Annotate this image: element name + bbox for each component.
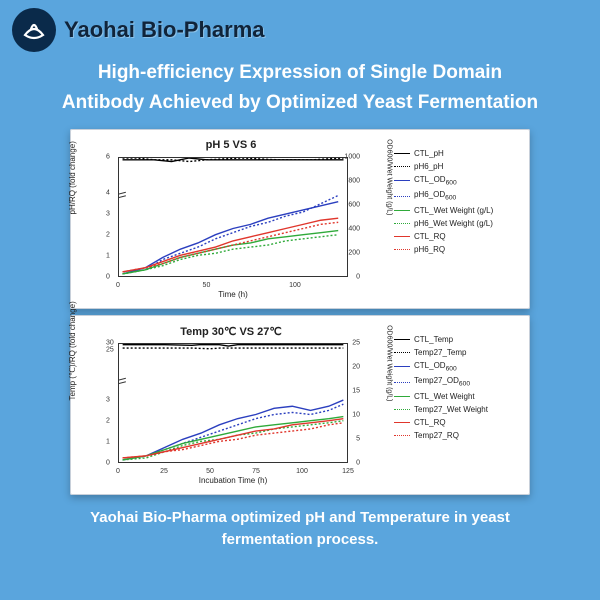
plot-bottom-title: Temp 30℃ VS 27℃ — [74, 325, 388, 338]
yltick: 2 — [106, 417, 110, 424]
legend-item: Temp27_Temp — [394, 348, 524, 357]
yrtick: 0 — [356, 459, 360, 466]
yrtick: 1000 — [344, 153, 360, 160]
legend-item: CTL_OD600 — [394, 361, 524, 373]
yltick: 1 — [106, 438, 110, 445]
company-name: Yaohai Bio-Pharma — [64, 17, 265, 43]
yltick: 30 — [106, 339, 114, 346]
legend-item: CTL_RQ — [394, 232, 524, 241]
yltick: 6 — [106, 153, 110, 160]
legend-item: CTL_Wet Weight (g/L) — [394, 206, 524, 215]
plot-bottom-svg — [119, 344, 347, 462]
legend-label: pH6_Wet Weight (g/L) — [414, 219, 493, 228]
plot-top: pH 5 VS 6 pH/RQ (fold change) OD600/Wet … — [74, 135, 388, 303]
yrtick: 800 — [348, 177, 360, 184]
chart-panel-bottom: Temp 30℃ VS 27℃ Temp (℃)/RQ (fold change… — [70, 315, 530, 495]
plot-top-title: pH 5 VS 6 — [74, 139, 388, 151]
yrtick: 15 — [352, 387, 360, 394]
yltick: 3 — [106, 396, 110, 403]
plot-top-svg — [119, 158, 347, 276]
yltick: 0 — [106, 273, 110, 280]
legend-item: CTL_RQ — [394, 418, 524, 427]
legend-label: Temp27_OD600 — [414, 376, 470, 388]
yrtick: 10 — [352, 411, 360, 418]
legend-item: CTL_OD600 — [394, 175, 524, 187]
legend-label: CTL_OD600 — [414, 175, 457, 187]
xtick: 125 — [342, 468, 354, 475]
yltick: 4 — [106, 189, 110, 196]
xtick: 25 — [160, 468, 168, 475]
xtick: 75 — [252, 468, 260, 475]
xtick: 0 — [116, 282, 120, 289]
xtick: 100 — [289, 282, 301, 289]
yltick: 3 — [106, 210, 110, 217]
yltick: 1 — [106, 252, 110, 259]
plot-top-xlabel: Time (h) — [118, 290, 348, 299]
legend-item: CTL_Wet Weight — [394, 392, 524, 401]
caption-line2: fermentation process. — [30, 529, 570, 552]
yltick: 0 — [106, 459, 110, 466]
legend-item: CTL_pH — [394, 149, 524, 158]
legend-item: pH6_Wet Weight (g/L) — [394, 219, 524, 228]
legend-label: CTL_Wet Weight (g/L) — [414, 206, 493, 215]
legend-top: CTL_pH pH6_pH CTL_OD600 pH6_OD600 CTL_Wet We… — [394, 129, 530, 309]
yrtick: 600 — [348, 201, 360, 208]
legend-label: CTL_RQ — [414, 418, 446, 427]
yrtick: 5 — [356, 435, 360, 442]
yrtick: 400 — [348, 225, 360, 232]
chart-stack: pH 5 VS 6 pH/RQ (fold change) OD600/Wet … — [0, 129, 600, 495]
yrtick: 200 — [348, 249, 360, 256]
legend-item: pH6_pH — [394, 162, 524, 171]
caption-line1: Yaohai Bio-Pharma optimized pH and Tempe… — [30, 507, 570, 530]
legend-label: Temp27_Temp — [414, 348, 466, 357]
plot-top-area — [118, 157, 348, 277]
legend-item: pH6_OD600 — [394, 190, 524, 202]
xtick: 50 — [206, 468, 214, 475]
plot-bottom-area — [118, 343, 348, 463]
chart-panel-top: pH 5 VS 6 pH/RQ (fold change) OD600/Wet … — [70, 129, 530, 309]
legend-label: CTL_Temp — [414, 335, 453, 344]
legend-item: pH6_RQ — [394, 245, 524, 254]
legend-label: Temp27_RQ — [414, 431, 459, 440]
legend-label: CTL_Wet Weight — [414, 392, 475, 401]
legend-label: Temp27_Wet Weight — [414, 405, 488, 414]
legend-label: pH6_pH — [414, 162, 443, 171]
legend-item: CTL_Temp — [394, 335, 524, 344]
legend-item: Temp27_OD600 — [394, 376, 524, 388]
yltick: 25 — [106, 346, 114, 353]
headline-line1: High-efficiency Expression of Single Dom… — [14, 58, 586, 88]
yrtick: 0 — [356, 273, 360, 280]
legend-label: pH6_RQ — [414, 245, 445, 254]
brand-row: Yaohai Bio-Pharma — [0, 0, 600, 56]
legend-label: CTL_pH — [414, 149, 444, 158]
plot-top-ylabel-left: pH/RQ (fold change) — [68, 141, 77, 214]
yrtick: 20 — [352, 363, 360, 370]
xtick: 50 — [203, 282, 211, 289]
logo-icon — [12, 8, 56, 52]
yltick: 2 — [106, 231, 110, 238]
legend-item: Temp27_RQ — [394, 431, 524, 440]
legend-item: Temp27_Wet Weight — [394, 405, 524, 414]
plot-bottom-xlabel: Incubation Time (h) — [118, 476, 348, 485]
xtick: 100 — [296, 468, 308, 475]
legend-label: CTL_RQ — [414, 232, 446, 241]
plot-bottom-ylabel-right: OD600/Wet Weight (g/L) — [385, 325, 392, 401]
caption: Yaohai Bio-Pharma optimized pH and Tempe… — [0, 495, 600, 552]
legend-bottom: CTL_Temp Temp27_Temp CTL_OD600 Temp27_OD600… — [394, 315, 530, 495]
xtick: 0 — [116, 468, 120, 475]
legend-label: CTL_OD600 — [414, 361, 457, 373]
plot-bottom-ylabel-left: Temp (℃)/RQ (fold change) — [68, 301, 77, 400]
plot-top-ylabel-right: OD600/Wet Weight (g/L) — [385, 139, 392, 215]
headline: High-efficiency Expression of Single Dom… — [0, 56, 600, 129]
legend-label: pH6_OD600 — [414, 190, 456, 202]
headline-line2: Antibody Achieved by Optimized Yeast Fer… — [14, 88, 586, 118]
plot-bottom: Temp 30℃ VS 27℃ Temp (℃)/RQ (fold change… — [74, 321, 388, 489]
yrtick: 25 — [352, 339, 360, 346]
